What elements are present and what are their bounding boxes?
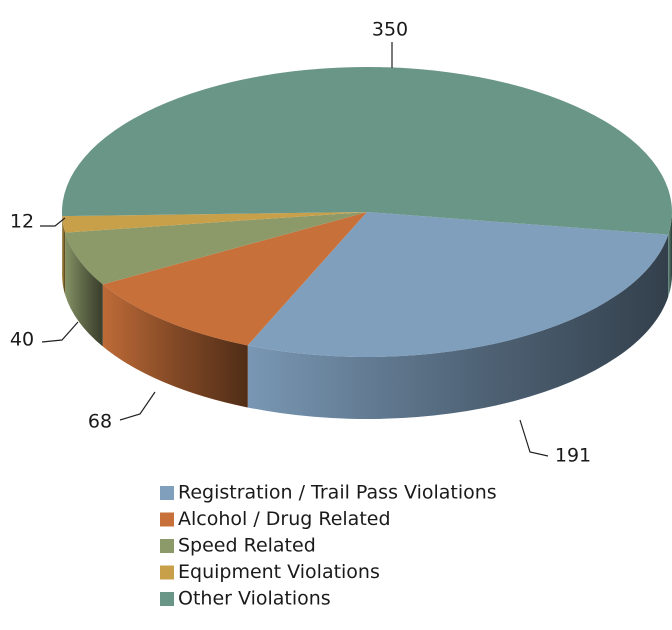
slice (62, 67, 672, 235)
legend-label: Equipment Violations (178, 561, 380, 583)
slice (247, 212, 669, 357)
side-shade (247, 234, 669, 420)
value-label: 40 (10, 329, 34, 351)
legend-swatch (160, 512, 174, 527)
leader-line (41, 321, 79, 343)
legend-label: Alcohol / Drug Related (178, 508, 391, 530)
side-shade (102, 284, 248, 408)
leader-line (519, 419, 549, 457)
legend-swatch (160, 565, 174, 580)
value-label: 12 (10, 211, 34, 233)
side-shade (62, 216, 66, 295)
leader-line (119, 391, 156, 421)
side-shade (65, 232, 103, 347)
legend-label: Speed Related (178, 535, 316, 557)
value-label: 191 (555, 445, 591, 467)
value-label: 350 (372, 19, 408, 41)
legend-label: Registration / Trail Pass Violations (178, 482, 497, 504)
legend-label: Other Violations (178, 588, 331, 610)
slice (65, 212, 367, 285)
legend-swatch (160, 539, 174, 553)
slice (62, 212, 367, 233)
leader-line (40, 217, 66, 227)
slice (102, 212, 367, 346)
legend-swatch (160, 592, 174, 606)
value-label: 68 (88, 411, 112, 433)
side-shade (668, 212, 672, 297)
legend-swatch (160, 486, 174, 500)
